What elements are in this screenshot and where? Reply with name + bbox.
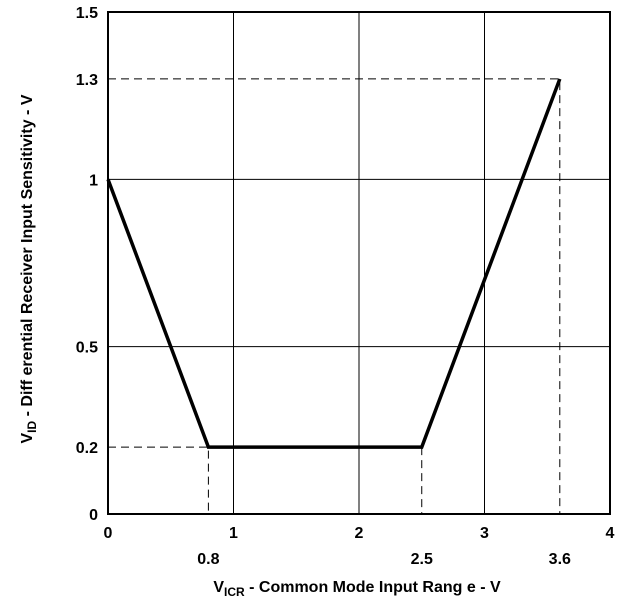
- y-axis-label-rest: - Diff erential Receiver Input Sensitivi…: [19, 94, 36, 421]
- x-tick-label: 0: [104, 525, 113, 542]
- reference-line-0: [108, 446, 209, 514]
- x-extra-tick-label: 0.8: [197, 551, 219, 568]
- y-tick-label: 0: [89, 507, 98, 524]
- grid-lines: [108, 12, 610, 514]
- x-tick-label: 2: [355, 525, 364, 542]
- y-tick-labels: 0 0.5 1 1.5 0.2 1.3: [76, 5, 98, 524]
- y-extra-tick-label: 1.3: [76, 72, 98, 89]
- y-tick-label: 1: [89, 172, 98, 189]
- series-layer: [106, 78, 562, 449]
- x-axis-label: VICR - Common Mode Input Rang e - V: [213, 579, 501, 599]
- y-extra-tick-label: 0.2: [76, 440, 98, 457]
- y-axis-label: VID - Diff erential Receiver Input Sensi…: [19, 94, 39, 443]
- x-tick-label: 1: [229, 525, 238, 542]
- x-axis-label-main: V: [213, 579, 224, 596]
- y-axis-label-main: V: [19, 432, 36, 443]
- y-tick-label: 0.5: [76, 340, 98, 357]
- x-tick-label: 3: [480, 525, 489, 542]
- y-tick-label: 1.5: [76, 5, 98, 22]
- plot-frame: [107, 11, 611, 515]
- reference-lines: [108, 78, 561, 514]
- x-tick-label: 4: [606, 525, 615, 542]
- x-axis-label-rest: - Common Mode Input Rang e - V: [245, 579, 501, 596]
- x-axis-label-sub: ICR: [224, 585, 245, 599]
- y-axis-label-sub: ID: [25, 420, 39, 432]
- series-line-0: [106, 78, 562, 449]
- x-extra-tick-label: 2.5: [411, 551, 433, 568]
- reference-line-2: [108, 78, 561, 514]
- x-tick-labels: 0 1 2 3 4 0.8 2.5 3.6: [104, 525, 615, 568]
- x-extra-tick-label: 3.6: [549, 551, 571, 568]
